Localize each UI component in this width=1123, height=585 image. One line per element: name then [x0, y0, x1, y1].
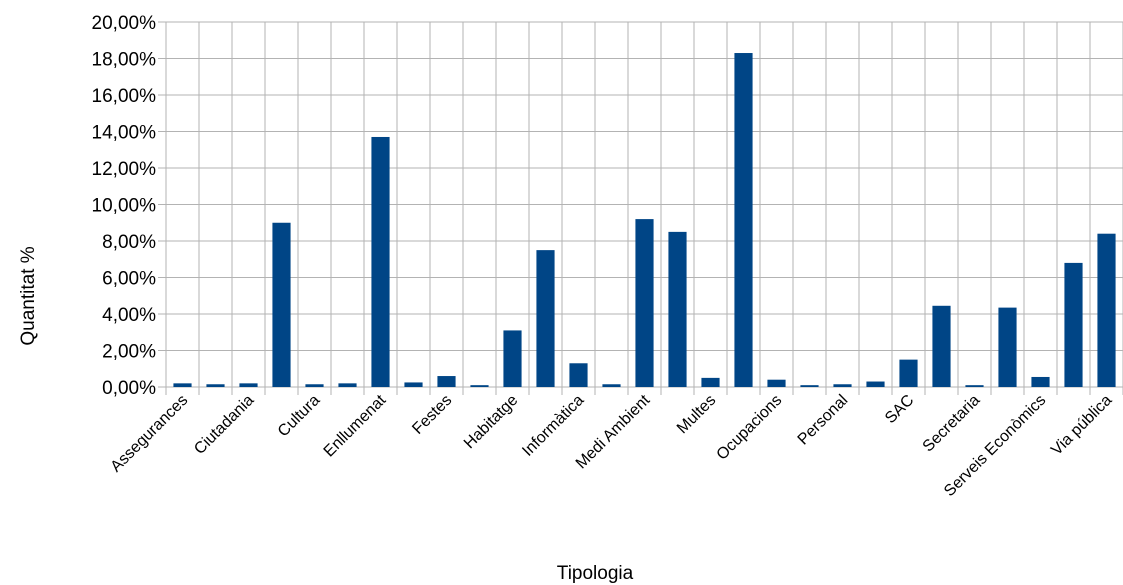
bar	[668, 231, 687, 387]
bar	[338, 383, 357, 387]
x-tick-label: SAC	[882, 392, 917, 427]
bar	[206, 384, 225, 387]
x-tick-label: Informàtica	[519, 392, 587, 460]
bar	[1064, 262, 1083, 387]
bar	[404, 382, 423, 387]
y-axis-title: Quantitat %	[18, 246, 39, 345]
bar	[899, 359, 918, 387]
x-tick-label: Assegurances	[108, 392, 192, 476]
y-tick-label: 10,00%	[92, 196, 157, 217]
y-tick-label: 20,00%	[92, 13, 157, 34]
x-tick-label: Secretaria	[920, 392, 984, 456]
bar	[503, 330, 522, 387]
x-tick-label: Enllumenat	[321, 391, 390, 460]
bar	[998, 307, 1017, 387]
x-tick-label: Ocupacions	[714, 392, 786, 464]
bar	[272, 222, 291, 387]
bar	[1031, 376, 1050, 387]
bar	[734, 53, 753, 388]
bars	[173, 53, 1116, 388]
bar	[173, 383, 192, 387]
y-tick-label: 4,00%	[102, 305, 156, 326]
y-tick-label: 6,00%	[102, 269, 156, 290]
x-tick-label: Multes	[674, 392, 719, 437]
bar	[536, 250, 555, 387]
y-tick-label: 8,00%	[102, 232, 156, 253]
x-tick-label: Personal	[795, 392, 852, 449]
x-tick-label: Cultura	[275, 392, 324, 441]
bar	[800, 385, 819, 387]
bar	[932, 305, 951, 387]
y-tick-label: 12,00%	[92, 159, 157, 180]
bar	[1097, 233, 1116, 387]
x-tick-label: Festes	[409, 392, 455, 438]
bar	[239, 383, 258, 387]
x-tick-label: Habitatge	[461, 392, 522, 453]
bar	[602, 384, 621, 387]
bar	[371, 136, 390, 387]
y-tick-label: 14,00%	[92, 123, 157, 144]
y-tick-labels: 0,00% 2,00% 4,00% 6,00% 8,00% 10,00% 12,00% 14,…	[92, 13, 157, 399]
bar	[569, 363, 588, 387]
x-tick-label: Via pública	[1048, 392, 1115, 459]
y-tick-label: 16,00%	[92, 86, 157, 107]
y-tick-label: 0,00%	[102, 378, 156, 399]
bar	[866, 381, 885, 387]
x-tick-label: Ciutadania	[191, 392, 257, 458]
bar	[701, 377, 720, 387]
bar	[965, 385, 984, 387]
bar	[833, 384, 852, 387]
y-tick-label: 2,00%	[102, 342, 156, 363]
bar	[437, 376, 456, 387]
bar	[767, 379, 786, 387]
y-tick-label: 18,00%	[92, 50, 157, 71]
bar	[470, 385, 489, 387]
bar	[305, 384, 324, 387]
bar	[635, 219, 654, 387]
x-axis-title: Tipologia	[557, 563, 634, 584]
